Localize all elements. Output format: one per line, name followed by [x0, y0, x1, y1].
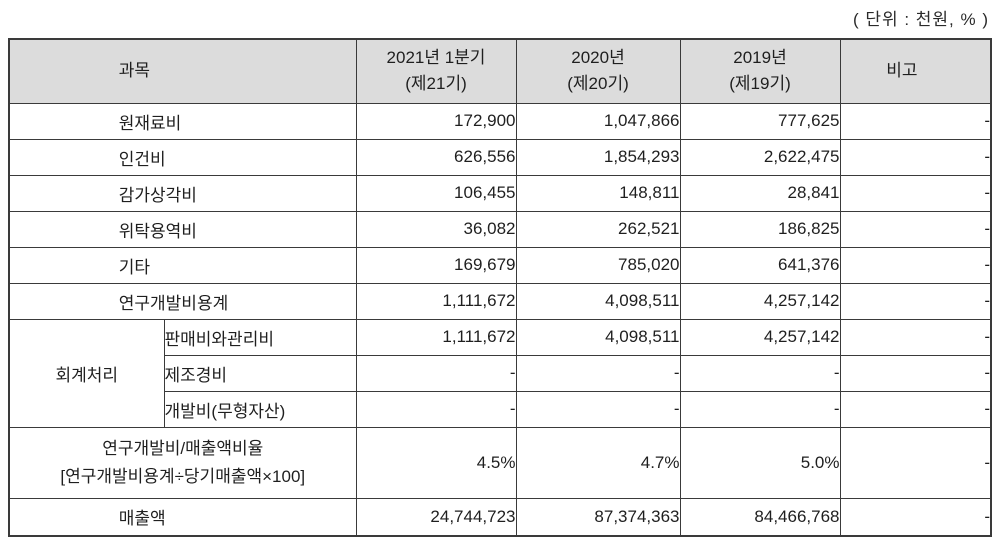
row-label-text: 연구개발비용계 — [118, 293, 229, 313]
header-2021-q1: 2021년 1분기 (제21기) — [355, 38, 517, 104]
header-row: 과목 2021년 1분기 (제21기) 2020년 (제20기) 2019년 (… — [8, 38, 992, 104]
accounting-group-label: 회계처리 — [8, 318, 165, 428]
header-item-label: 과목 — [118, 61, 151, 81]
remark-cell: - — [839, 318, 992, 356]
table-row-manufacturing: 제조경비 - - - - — [9, 354, 992, 392]
table-row-rd-ratio: 연구개발비/매출액비율 [연구개발비용계÷당기매출액×100] 4.5% 4.7… — [8, 426, 992, 499]
value-2020: 1,854,293 — [515, 138, 681, 176]
value-2020: 4.7% — [515, 426, 681, 499]
value-2020: - — [515, 390, 681, 428]
sub-label: 판매비와관리비 — [163, 318, 357, 356]
value-2021: 24,744,723 — [355, 497, 517, 537]
table-row-revenue: 매출액 24,744,723 87,374,363 84,466,768 - — [8, 497, 992, 537]
sub-label: 개발비(무형자산) — [163, 390, 357, 428]
header-2021-line1: 2021년 1분기 — [386, 47, 486, 67]
header-2020: 2020년 (제20기) — [515, 38, 681, 104]
value-2021: - — [355, 390, 517, 428]
value-2021: - — [355, 354, 517, 392]
table-row-outsourcing: 위탁용역비 36,082 262,521 186,825 - — [8, 210, 992, 248]
row-label: 위탁용역비 — [8, 210, 357, 248]
header-2019-line1: 2019년 — [733, 47, 787, 67]
table-row-development-cost: 개발비(무형자산) - - - - — [9, 390, 992, 428]
remark-cell: - — [839, 138, 992, 176]
remark-cell: - — [839, 246, 992, 284]
table-row-sga: 회계처리 판매비와관리비 1,111,672 4,098,511 4,257,1… — [8, 318, 992, 428]
value-2021: 169,679 — [355, 246, 517, 284]
row-label: 매출액 — [8, 497, 357, 537]
value-2020: 4,098,511 — [515, 282, 681, 320]
value-2019: 2,622,475 — [679, 138, 841, 176]
value-2019: 84,466,768 — [679, 497, 841, 537]
value-2020: 87,374,363 — [515, 497, 681, 537]
header-2020-line1: 2020년 — [571, 47, 625, 67]
header-2021-line2: (제21기) — [405, 74, 467, 94]
row-label-text: 원재료비 — [118, 113, 182, 133]
remark-cell: - — [839, 390, 992, 428]
header-item: 과목 — [8, 38, 357, 104]
remark-cell: - — [839, 174, 992, 212]
row-label: 감가상각비 — [8, 174, 357, 212]
value-2020: 262,521 — [515, 210, 681, 248]
value-2021: 4.5% — [355, 426, 517, 499]
value-2020: 148,811 — [515, 174, 681, 212]
value-2019: - — [679, 354, 841, 392]
table-row-other: 기타 169,679 785,020 641,376 - — [8, 246, 992, 284]
row-label: 인건비 — [8, 138, 357, 176]
row-label-text: 감가상각비 — [118, 185, 197, 205]
row-label: 원재료비 — [8, 102, 357, 140]
value-2019: 28,841 — [679, 174, 841, 212]
unit-note: ( 단위 : 천원, % ) — [852, 10, 989, 29]
table-row-rd-total: 연구개발비용계 1,111,672 4,098,511 4,257,142 - — [8, 282, 992, 320]
remark-cell: - — [839, 102, 992, 140]
header-2019-line2: (제19기) — [729, 74, 791, 94]
remark-cell: - — [839, 210, 992, 248]
header-remark: 비고 — [839, 38, 992, 104]
row-label-text: 매출액 — [118, 509, 166, 529]
remark-cell: - — [839, 354, 992, 392]
remark-cell: - — [839, 497, 992, 537]
row-label: 연구개발비용계 — [8, 282, 357, 320]
value-2020: 4,098,511 — [515, 318, 681, 356]
value-2020: 785,020 — [515, 246, 681, 284]
table-row-labor: 인건비 626,556 1,854,293 2,622,475 - — [8, 138, 992, 176]
remark-cell: - — [839, 282, 992, 320]
rd-expense-table: 과목 2021년 1분기 (제21기) 2020년 (제20기) 2019년 (… — [8, 38, 992, 537]
row-label-text: 인건비 — [118, 149, 166, 169]
value-2021: 1,111,672 — [355, 318, 517, 356]
value-2019: 641,376 — [679, 246, 841, 284]
value-2019: - — [679, 390, 841, 428]
remark-cell: - — [839, 426, 992, 499]
sub-label: 제조경비 — [163, 354, 357, 392]
value-2021: 626,556 — [355, 138, 517, 176]
ratio-label-line1: 연구개발비/매출액비율 — [102, 439, 264, 459]
value-2021: 106,455 — [355, 174, 517, 212]
row-label-text: 위탁용역비 — [118, 221, 197, 241]
row-label-text: 기타 — [118, 257, 151, 277]
header-2019: 2019년 (제19기) — [679, 38, 841, 104]
header-2020-line2: (제20기) — [567, 74, 629, 94]
header-remark-label: 비고 — [886, 61, 918, 81]
row-label: 기타 — [8, 246, 357, 284]
value-2021: 172,900 — [355, 102, 517, 140]
ratio-label: 연구개발비/매출액비율 [연구개발비용계÷당기매출액×100] — [8, 426, 357, 499]
table-row-depreciation: 감가상각비 106,455 148,811 28,841 - — [8, 174, 992, 212]
value-2021: 1,111,672 — [355, 282, 517, 320]
value-2020: - — [515, 354, 681, 392]
ratio-label-line2: [연구개발비용계÷당기매출액×100] — [60, 466, 306, 486]
value-2019: 4,257,142 — [679, 282, 841, 320]
value-2021: 36,082 — [355, 210, 517, 248]
value-2019: 186,825 — [679, 210, 841, 248]
table-row-raw-materials: 원재료비 172,900 1,047,866 777,625 - — [8, 102, 992, 140]
value-2019: 5.0% — [679, 426, 841, 499]
value-2019: 777,625 — [679, 102, 841, 140]
value-2020: 1,047,866 — [515, 102, 681, 140]
value-2019: 4,257,142 — [679, 318, 841, 356]
